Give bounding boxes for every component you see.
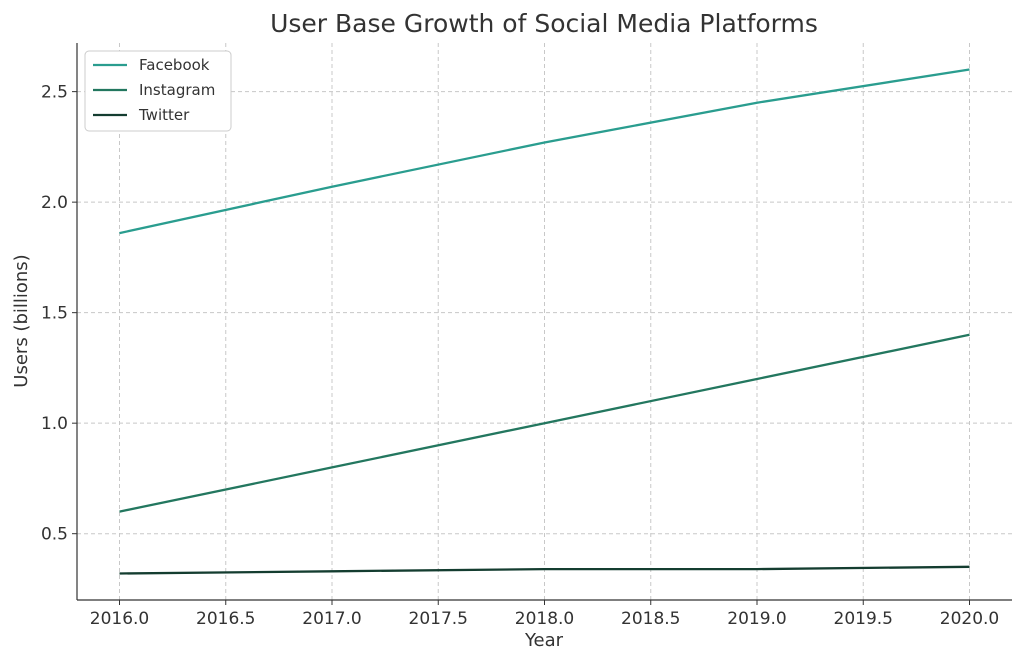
chart-title: User Base Growth of Social Media Platfor… [270,9,818,38]
x-axis-label: Year [524,630,564,651]
x-tick-label: 2016.5 [196,609,255,629]
x-tick-label: 2018.0 [515,609,574,629]
legend-label-instagram: Instagram [139,81,215,99]
x-tick-label: 2020.0 [940,609,999,629]
y-tick-label: 0.5 [41,525,68,545]
y-tick-label: 1.5 [41,304,68,324]
legend-label-twitter: Twitter [138,106,190,124]
x-axis-ticks: 2016.0 2016.5 2017.0 2017.5 2018.0 2018.5 2019… [90,600,999,629]
grid [77,43,1012,600]
series-line-instagram [119,333,970,513]
y-axis-ticks: 0.5 1.0 1.5 2.0 2.5 [41,83,77,545]
legend: Facebook Instagram Twitter [84,50,232,132]
x-tick-label: 2017.5 [409,609,468,629]
x-tick-label: 2016.0 [90,609,149,629]
legend-box [84,50,232,132]
y-tick-label: 2.5 [41,83,68,103]
x-tick-label: 2019.0 [727,609,786,629]
x-tick-label: 2019.5 [834,609,893,629]
series-lines [119,68,970,575]
x-tick-label: 2017.0 [302,609,361,629]
legend-label-facebook: Facebook [139,56,210,74]
y-tick-label: 1.0 [41,414,68,434]
y-tick-label: 2.0 [41,193,68,213]
y-axis-label: Users (billions) [11,254,32,387]
x-tick-label: 2018.5 [621,609,680,629]
series-line-twitter [119,565,970,575]
series-line-facebook [119,68,970,235]
